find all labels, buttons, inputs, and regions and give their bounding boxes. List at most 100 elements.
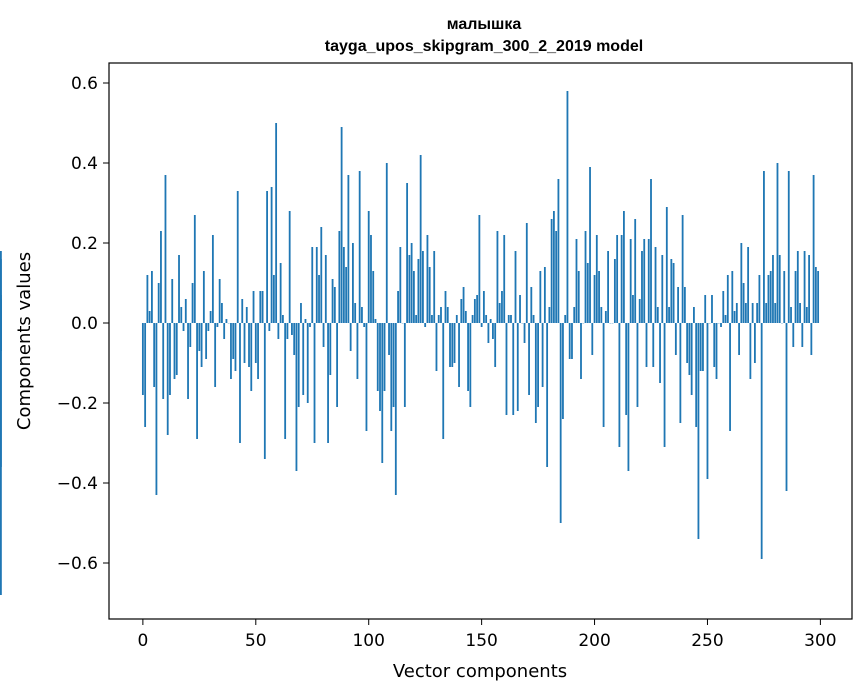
bar-259 xyxy=(726,275,729,323)
bar-11 xyxy=(166,323,169,435)
bar-62 xyxy=(281,315,284,323)
bar-192 xyxy=(575,239,578,323)
bar-131 xyxy=(437,315,440,323)
bar-158 xyxy=(498,303,501,323)
bar-22 xyxy=(191,283,194,323)
bar-18 xyxy=(182,323,185,331)
y-tick-label: −0.6 xyxy=(57,554,98,574)
bar-104 xyxy=(376,323,379,391)
x-tick-label: 200 xyxy=(578,631,610,651)
bar-65 xyxy=(288,211,291,323)
bar-211 xyxy=(618,323,621,447)
bar-undefined xyxy=(0,295,2,323)
bar-128 xyxy=(431,315,433,323)
bar-19 xyxy=(184,299,187,323)
y-axis-ticks: −0.6 −0.4 −0.2 0.0 0.2 0.4 0.6 xyxy=(57,74,109,574)
bar-191 xyxy=(573,307,576,323)
bar-160 xyxy=(503,235,506,323)
bar-96 xyxy=(358,171,361,323)
bar-235 xyxy=(672,263,675,323)
bar-201 xyxy=(595,235,598,323)
bar-40 xyxy=(232,323,235,359)
bar-228 xyxy=(656,307,659,323)
bar-50 xyxy=(254,323,257,363)
bar-252 xyxy=(711,295,713,323)
bar-137 xyxy=(451,323,454,367)
bar-297 xyxy=(812,175,815,323)
bar-112 xyxy=(394,323,397,495)
bar-94 xyxy=(354,303,357,323)
bar-210 xyxy=(616,235,619,323)
bar-145 xyxy=(469,323,472,407)
bar-103 xyxy=(374,319,377,323)
bar-114 xyxy=(399,247,402,323)
bar-undefined xyxy=(0,259,2,323)
bar-203 xyxy=(600,307,603,323)
bar-206 xyxy=(607,251,609,323)
bar-110 xyxy=(390,323,393,431)
bar-47 xyxy=(248,323,250,367)
bar-287 xyxy=(790,307,792,323)
y-tick-label: 0.6 xyxy=(71,74,98,94)
bar-52 xyxy=(259,291,262,323)
x-axis-label: Vector components xyxy=(393,661,567,682)
bar-218 xyxy=(634,219,637,323)
bar-100 xyxy=(367,211,370,323)
bar-82 xyxy=(327,323,329,443)
bar-243 xyxy=(690,323,693,395)
bar-116 xyxy=(403,323,406,407)
bar-242 xyxy=(688,323,691,375)
bar-282 xyxy=(778,255,781,323)
bar-274 xyxy=(760,323,763,559)
bar-175 xyxy=(537,323,539,407)
bar-53 xyxy=(261,291,264,323)
bar-80 xyxy=(322,323,325,347)
bar-147 xyxy=(473,299,476,323)
bar-87 xyxy=(338,231,341,323)
bar-171 xyxy=(528,323,530,395)
bar-258 xyxy=(724,315,727,323)
bar-162 xyxy=(507,315,510,323)
bar-270 xyxy=(751,303,754,323)
bar-140 xyxy=(458,323,460,387)
bar-257 xyxy=(722,291,725,323)
bar-134 xyxy=(444,291,447,323)
bar-182 xyxy=(552,211,555,323)
bar-278 xyxy=(769,271,772,323)
bar-240 xyxy=(683,287,686,323)
bar-217 xyxy=(632,295,634,323)
bar-35 xyxy=(221,303,223,323)
bar-296 xyxy=(810,323,813,355)
bar-68 xyxy=(295,323,298,471)
bar-97 xyxy=(361,307,363,323)
bar-155 xyxy=(492,323,494,339)
bar-108 xyxy=(385,163,388,323)
bar-165 xyxy=(514,251,517,323)
bar-67 xyxy=(293,323,296,355)
bar-275 xyxy=(763,171,765,323)
bar-264 xyxy=(738,323,740,355)
bar-290 xyxy=(796,251,799,323)
bar-273 xyxy=(758,275,761,323)
bar-93 xyxy=(352,243,354,323)
bar-118 xyxy=(408,255,411,323)
bar-225 xyxy=(650,179,652,323)
bar-289 xyxy=(794,271,797,323)
bar-262 xyxy=(733,311,736,323)
bar-61 xyxy=(279,263,282,323)
y-tick-label: −0.4 xyxy=(57,474,98,494)
bar-130 xyxy=(435,323,438,371)
bar-146 xyxy=(471,315,474,323)
bar-238 xyxy=(679,323,682,423)
bar-232 xyxy=(665,207,668,323)
bar-279 xyxy=(772,255,774,323)
bar-8 xyxy=(160,231,162,323)
bar-109 xyxy=(388,323,390,355)
bar-44 xyxy=(241,299,244,323)
bar-7 xyxy=(157,283,160,323)
bar-136 xyxy=(449,323,451,367)
bar-30 xyxy=(209,311,212,323)
bar-141 xyxy=(460,299,463,323)
bar-26 xyxy=(200,323,203,367)
bar-245 xyxy=(695,323,698,427)
